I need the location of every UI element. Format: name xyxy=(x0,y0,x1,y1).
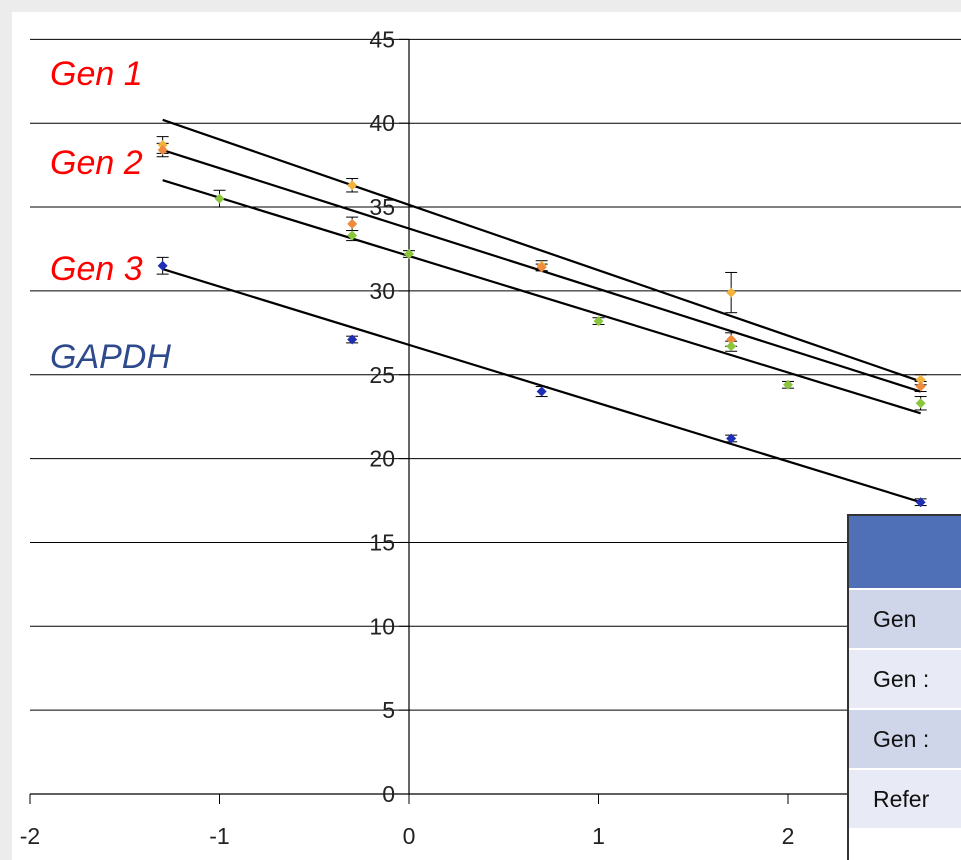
legend-label-gapdh: GAPDH xyxy=(50,338,171,376)
results-table: Gen Gen : Gen : Refer xyxy=(847,514,961,860)
x-tick-label-0: 0 xyxy=(403,823,416,849)
y-tick-label-5: 5 xyxy=(382,697,395,723)
point-gapdh-4 xyxy=(915,497,926,508)
plot-background xyxy=(12,12,961,860)
y-tick-label-45: 45 xyxy=(369,26,395,52)
legend-label-gen-2: Gen 2 xyxy=(50,144,143,182)
table-row-gen-2: Gen : xyxy=(849,650,961,710)
y-tick-label-20: 20 xyxy=(369,446,395,472)
y-tick-label-40: 40 xyxy=(369,110,395,136)
point-gapdh-0 xyxy=(157,260,168,271)
point-gen-3-4 xyxy=(726,341,737,352)
axes xyxy=(29,38,961,804)
x-tick-label--1: -1 xyxy=(209,823,229,849)
x-tick-label-1: 1 xyxy=(592,823,605,849)
point-gen-3-5 xyxy=(783,379,793,390)
point-gapdh-3 xyxy=(726,433,737,444)
data-markers xyxy=(157,140,926,508)
point-gen-3-0 xyxy=(214,193,225,204)
table-row-reference: Refer xyxy=(849,770,961,830)
point-gen-2-4 xyxy=(915,381,926,392)
point-gen-3-2 xyxy=(404,249,414,260)
point-gen-1-1 xyxy=(347,180,358,191)
point-gen-2-2 xyxy=(536,262,547,273)
y-tick-label-0: 0 xyxy=(382,781,395,807)
point-gen-1-0 xyxy=(157,140,168,151)
grid-lines xyxy=(30,38,961,711)
point-gen-2-0 xyxy=(157,145,168,156)
table-row-gen-1: Gen xyxy=(849,590,961,650)
trendline-gen-3 xyxy=(162,179,921,415)
y-tick-label-25: 25 xyxy=(369,362,395,388)
x-tick-label--2: -2 xyxy=(20,823,40,849)
point-gen-3-1 xyxy=(347,230,358,241)
point-gen-1-4 xyxy=(915,374,926,385)
point-gen-2-3 xyxy=(726,334,737,345)
table-header xyxy=(849,516,961,590)
point-gen-3-3 xyxy=(593,316,604,327)
trendline-gapdh xyxy=(162,268,921,504)
y-tick-label-30: 30 xyxy=(369,278,395,304)
legend-label-gen-1: Gen 1 xyxy=(50,55,143,93)
trendline-gen-1 xyxy=(162,118,922,383)
legend-label-gen-3: Gen 3 xyxy=(50,250,143,288)
table-row-gen-3: Gen : xyxy=(849,710,961,770)
y-tick-label-10: 10 xyxy=(369,613,395,639)
x-tick-label-2: 2 xyxy=(782,823,795,849)
point-gapdh-2 xyxy=(536,386,547,397)
x-tick-labels: -2 -1 0 1 2 xyxy=(20,823,795,849)
point-gen-3-6 xyxy=(915,398,926,409)
point-gen-2-1 xyxy=(347,218,358,229)
point-gapdh-1 xyxy=(347,334,358,345)
point-gen-1-3 xyxy=(726,287,737,298)
y-tick-label-15: 15 xyxy=(369,529,395,555)
